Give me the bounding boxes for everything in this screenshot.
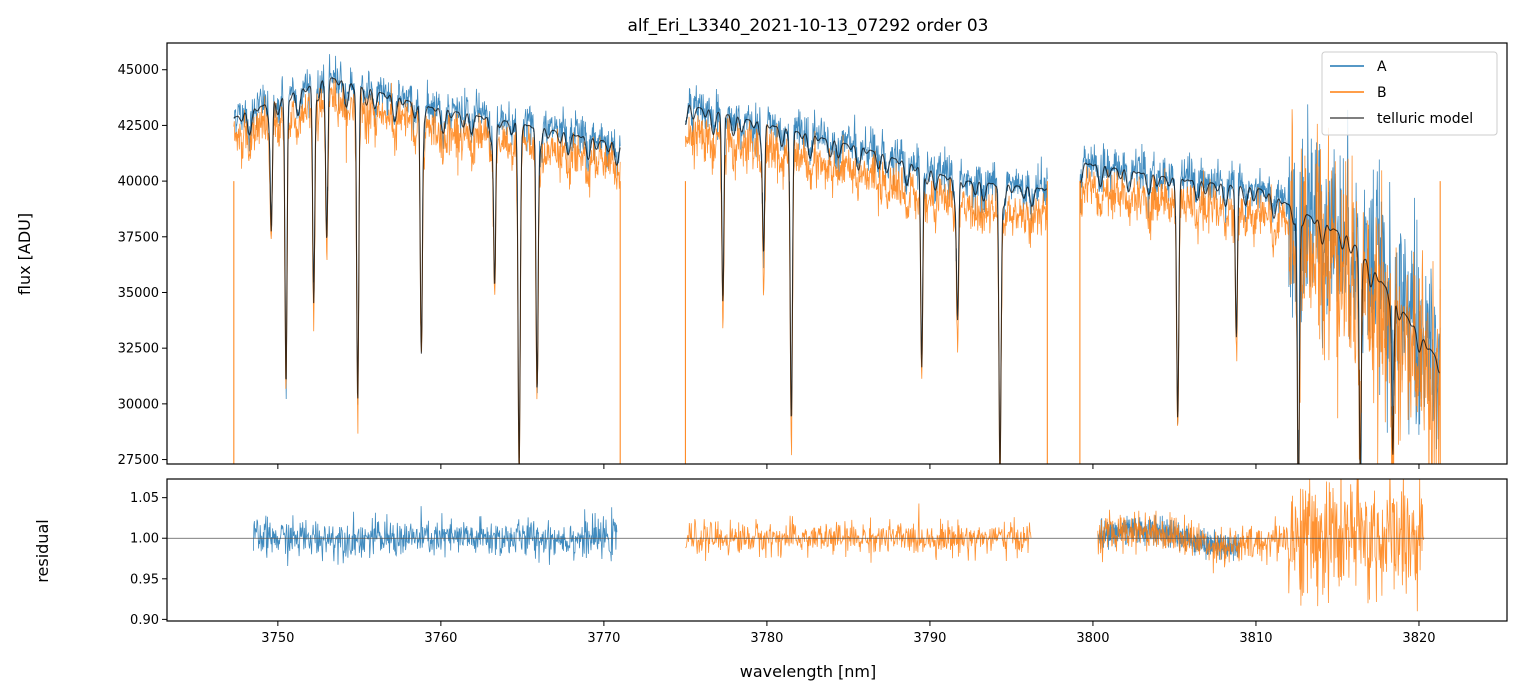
y-tick-label: 30000 xyxy=(118,397,159,412)
y-tick-label: 0.90 xyxy=(130,613,159,628)
legend-label-model: telluric model xyxy=(1377,111,1473,127)
y-tick-label: 35000 xyxy=(118,286,159,301)
series-a-line xyxy=(1079,104,1441,464)
residual-series-b xyxy=(1097,479,1425,612)
x-tick-label: 3800 xyxy=(1076,631,1109,646)
x-tick-label: 3820 xyxy=(1402,631,1435,646)
residual-plot-frame xyxy=(166,478,1508,622)
y-tick-label: 0.95 xyxy=(130,572,159,587)
residual-series-b xyxy=(685,503,1032,563)
series-b-line xyxy=(1079,109,1441,464)
series-b-line xyxy=(233,78,621,464)
telluric-model-line xyxy=(233,77,621,464)
y-tick-label: 40000 xyxy=(118,175,159,190)
residual-series-a xyxy=(253,506,618,567)
legend-label-a: A xyxy=(1377,59,1387,75)
flux-plot-frame xyxy=(166,42,1508,465)
y-axis-label-flux: flux [ADU] xyxy=(15,213,34,295)
x-tick-label: 3810 xyxy=(1239,631,1272,646)
chart-title: alf_Eri_L3340_2021-10-13_07292 order 03 xyxy=(628,16,989,36)
x-tick-label: 3780 xyxy=(750,631,783,646)
x-tick-label: 3750 xyxy=(261,631,294,646)
y-tick-label: 32500 xyxy=(118,342,159,357)
legend-label-b: B xyxy=(1377,85,1387,101)
y-tick-label: 1.00 xyxy=(130,532,159,547)
y-axis-label-residual: residual xyxy=(33,519,52,582)
legend: A B telluric model xyxy=(1321,51,1498,136)
telluric-model-line xyxy=(1079,162,1441,464)
x-tick-label: 3790 xyxy=(913,631,946,646)
y-tick-label: 37500 xyxy=(118,230,159,245)
y-tick-label: 45000 xyxy=(118,63,159,78)
x-axis-label-wavelength: wavelength [nm] xyxy=(740,662,877,681)
y-tick-label: 27500 xyxy=(118,453,159,468)
telluric-model-line xyxy=(684,104,1048,464)
x-tick-label: 3770 xyxy=(587,631,620,646)
flux-panel: 27500 30000 32500 35000 37500 40000 42500 45000… xyxy=(15,42,1508,469)
residual-panel: 0.90 0.95 1.00 1.05 3750 3760 3770 3780 3790 3800… xyxy=(33,478,1508,681)
legend-box xyxy=(1321,51,1498,136)
y-tick-label: 42500 xyxy=(118,119,159,134)
x-tick-label: 3760 xyxy=(424,631,457,646)
y-tick-label: 1.05 xyxy=(130,491,159,506)
series-b-line xyxy=(685,114,1048,464)
